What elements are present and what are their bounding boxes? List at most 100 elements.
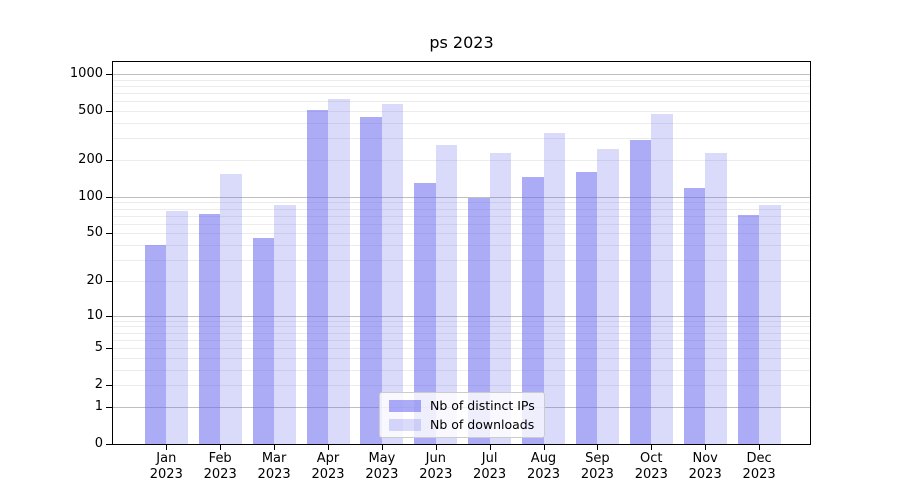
- gridline-minor-60: [113, 223, 810, 225]
- month-label: Jan: [156, 451, 177, 466]
- bar-downloads-feb-2023: [220, 173, 242, 444]
- bar-downloads-jun-2023: [435, 144, 458, 444]
- x-tick-label-dec-2023: Dec 2023: [729, 451, 789, 483]
- year-label: 2023: [149, 467, 183, 482]
- year-label: 2023: [203, 467, 237, 482]
- year-label: 2023: [311, 467, 345, 482]
- gridline-minor-20: [113, 280, 810, 282]
- y-tick-mark-10: [106, 315, 112, 317]
- x-tick-mark-may-2023: [381, 445, 383, 450]
- x-tick-mark-nov-2023: [705, 445, 707, 450]
- bar-distinct-ips-mar-2023: [252, 237, 275, 444]
- x-tick-mark-aug-2023: [543, 445, 545, 450]
- legend-swatch-downloads-icon: [389, 418, 421, 431]
- bar-distinct-ips-aug-2023: [522, 176, 544, 444]
- gridline-minor-70: [113, 215, 810, 217]
- x-tick-mark-dec-2023: [759, 445, 761, 450]
- legend-label-downloads: Nb of downloads: [430, 417, 535, 432]
- x-tick-label-may-2023: May 2023: [352, 451, 412, 483]
- x-tick-label-mar-2023: Mar 2023: [244, 451, 304, 483]
- year-label: 2023: [419, 467, 453, 482]
- gridline-minor-2: [113, 385, 810, 387]
- bar-distinct-ips-nov-2023: [683, 187, 706, 444]
- gridline-major-1000: [113, 73, 810, 75]
- y-tick-mark-5: [106, 348, 112, 349]
- x-tick-mark-apr-2023: [328, 445, 329, 450]
- year-label: 2023: [526, 467, 561, 482]
- x-tick-mark-jan-2023: [166, 445, 168, 450]
- y-tick-label-20: 20: [86, 272, 103, 288]
- gridline-minor-300: [113, 138, 810, 140]
- y-tick-mark-50: [106, 233, 112, 235]
- plot-area: Nb of distinct IPs Nb of downloads: [112, 61, 811, 445]
- year-label: 2023: [365, 467, 399, 482]
- gridline-minor-600: [113, 101, 810, 103]
- bar-distinct-ips-jan-2023: [144, 245, 167, 444]
- gridline-minor-400: [113, 122, 810, 124]
- x-tick-label-sep-2023: Sep 2023: [567, 451, 627, 483]
- y-tick-label-100: 100: [78, 188, 103, 204]
- month-label: Dec: [746, 451, 772, 466]
- x-tick-label-jul-2023: Jul 2023: [460, 451, 520, 483]
- y-tick-mark-200: [106, 159, 112, 161]
- bar-distinct-ips-may-2023: [360, 116, 382, 444]
- gridline-minor-5: [113, 348, 810, 349]
- month-label: Mar: [261, 451, 287, 466]
- gridline-minor-800: [113, 85, 810, 87]
- gridline-minor-500: [113, 111, 810, 112]
- x-tick-mark-jun-2023: [435, 445, 437, 450]
- legend-swatch-distinct-ips-icon: [389, 399, 421, 412]
- y-tick-label-5: 5: [94, 340, 103, 355]
- x-tick-mark-sep-2023: [597, 445, 599, 450]
- bar-distinct-ips-apr-2023: [306, 110, 328, 444]
- y-tick-mark-500: [106, 111, 112, 112]
- gridline-major-100: [113, 196, 810, 198]
- month-label: Jul: [481, 451, 498, 466]
- x-tick-mark-oct-2023: [651, 445, 653, 450]
- bar-distinct-ips-jul-2023: [468, 198, 490, 444]
- month-label: May: [368, 451, 396, 466]
- y-tick-label-1000: 1000: [69, 65, 103, 81]
- gridline-minor-80: [113, 208, 810, 210]
- y-tick-mark-100: [106, 196, 112, 198]
- bar-downloads-may-2023: [381, 103, 404, 444]
- year-label: 2023: [580, 467, 614, 482]
- gridline-minor-6: [113, 339, 810, 341]
- gridline-minor-40: [113, 245, 810, 247]
- month-label: Aug: [530, 451, 557, 466]
- y-tick-mark-20: [106, 280, 112, 282]
- x-tick-mark-jul-2023: [489, 445, 491, 450]
- y-tick-label-1: 1: [94, 398, 103, 414]
- bar-downloads-sep-2023: [597, 148, 619, 444]
- bar-distinct-ips-sep-2023: [575, 171, 598, 444]
- y-tick-mark-1000: [106, 73, 112, 75]
- gridline-minor-700: [113, 93, 810, 94]
- gridline-minor-50: [113, 233, 810, 235]
- x-tick-label-aug-2023: Aug 2023: [514, 451, 574, 483]
- gridline-minor-3: [113, 369, 810, 371]
- legend-label-distinct-ips: Nb of distinct IPs: [430, 398, 535, 413]
- gridline-minor-7: [113, 332, 810, 334]
- y-tick-mark-0: [106, 444, 112, 445]
- y-tick-label-10: 10: [86, 307, 103, 323]
- legend-item-distinct-ips: Nb of distinct IPs: [389, 398, 535, 413]
- bar-downloads-aug-2023: [543, 132, 565, 444]
- y-tick-label-500: 500: [78, 103, 103, 118]
- x-tick-label-oct-2023: Oct 2023: [621, 451, 681, 483]
- x-tick-label-jan-2023: Jan 2023: [136, 451, 196, 483]
- y-tick-mark-2: [106, 385, 112, 387]
- year-label: 2023: [688, 467, 722, 482]
- gridline-minor-4: [113, 357, 810, 359]
- gridline-minor-8: [113, 326, 810, 328]
- bar-distinct-ips-jun-2023: [414, 183, 436, 444]
- y-tick-label-0: 0: [94, 436, 103, 451]
- bar-distinct-ips-oct-2023: [629, 140, 652, 444]
- bar-distinct-ips-dec-2023: [737, 214, 760, 444]
- month-label: Sep: [585, 451, 610, 466]
- x-tick-label-jun-2023: Jun 2023: [406, 451, 466, 483]
- year-label: 2023: [742, 467, 776, 482]
- x-tick-label-apr-2023: Apr 2023: [298, 451, 358, 483]
